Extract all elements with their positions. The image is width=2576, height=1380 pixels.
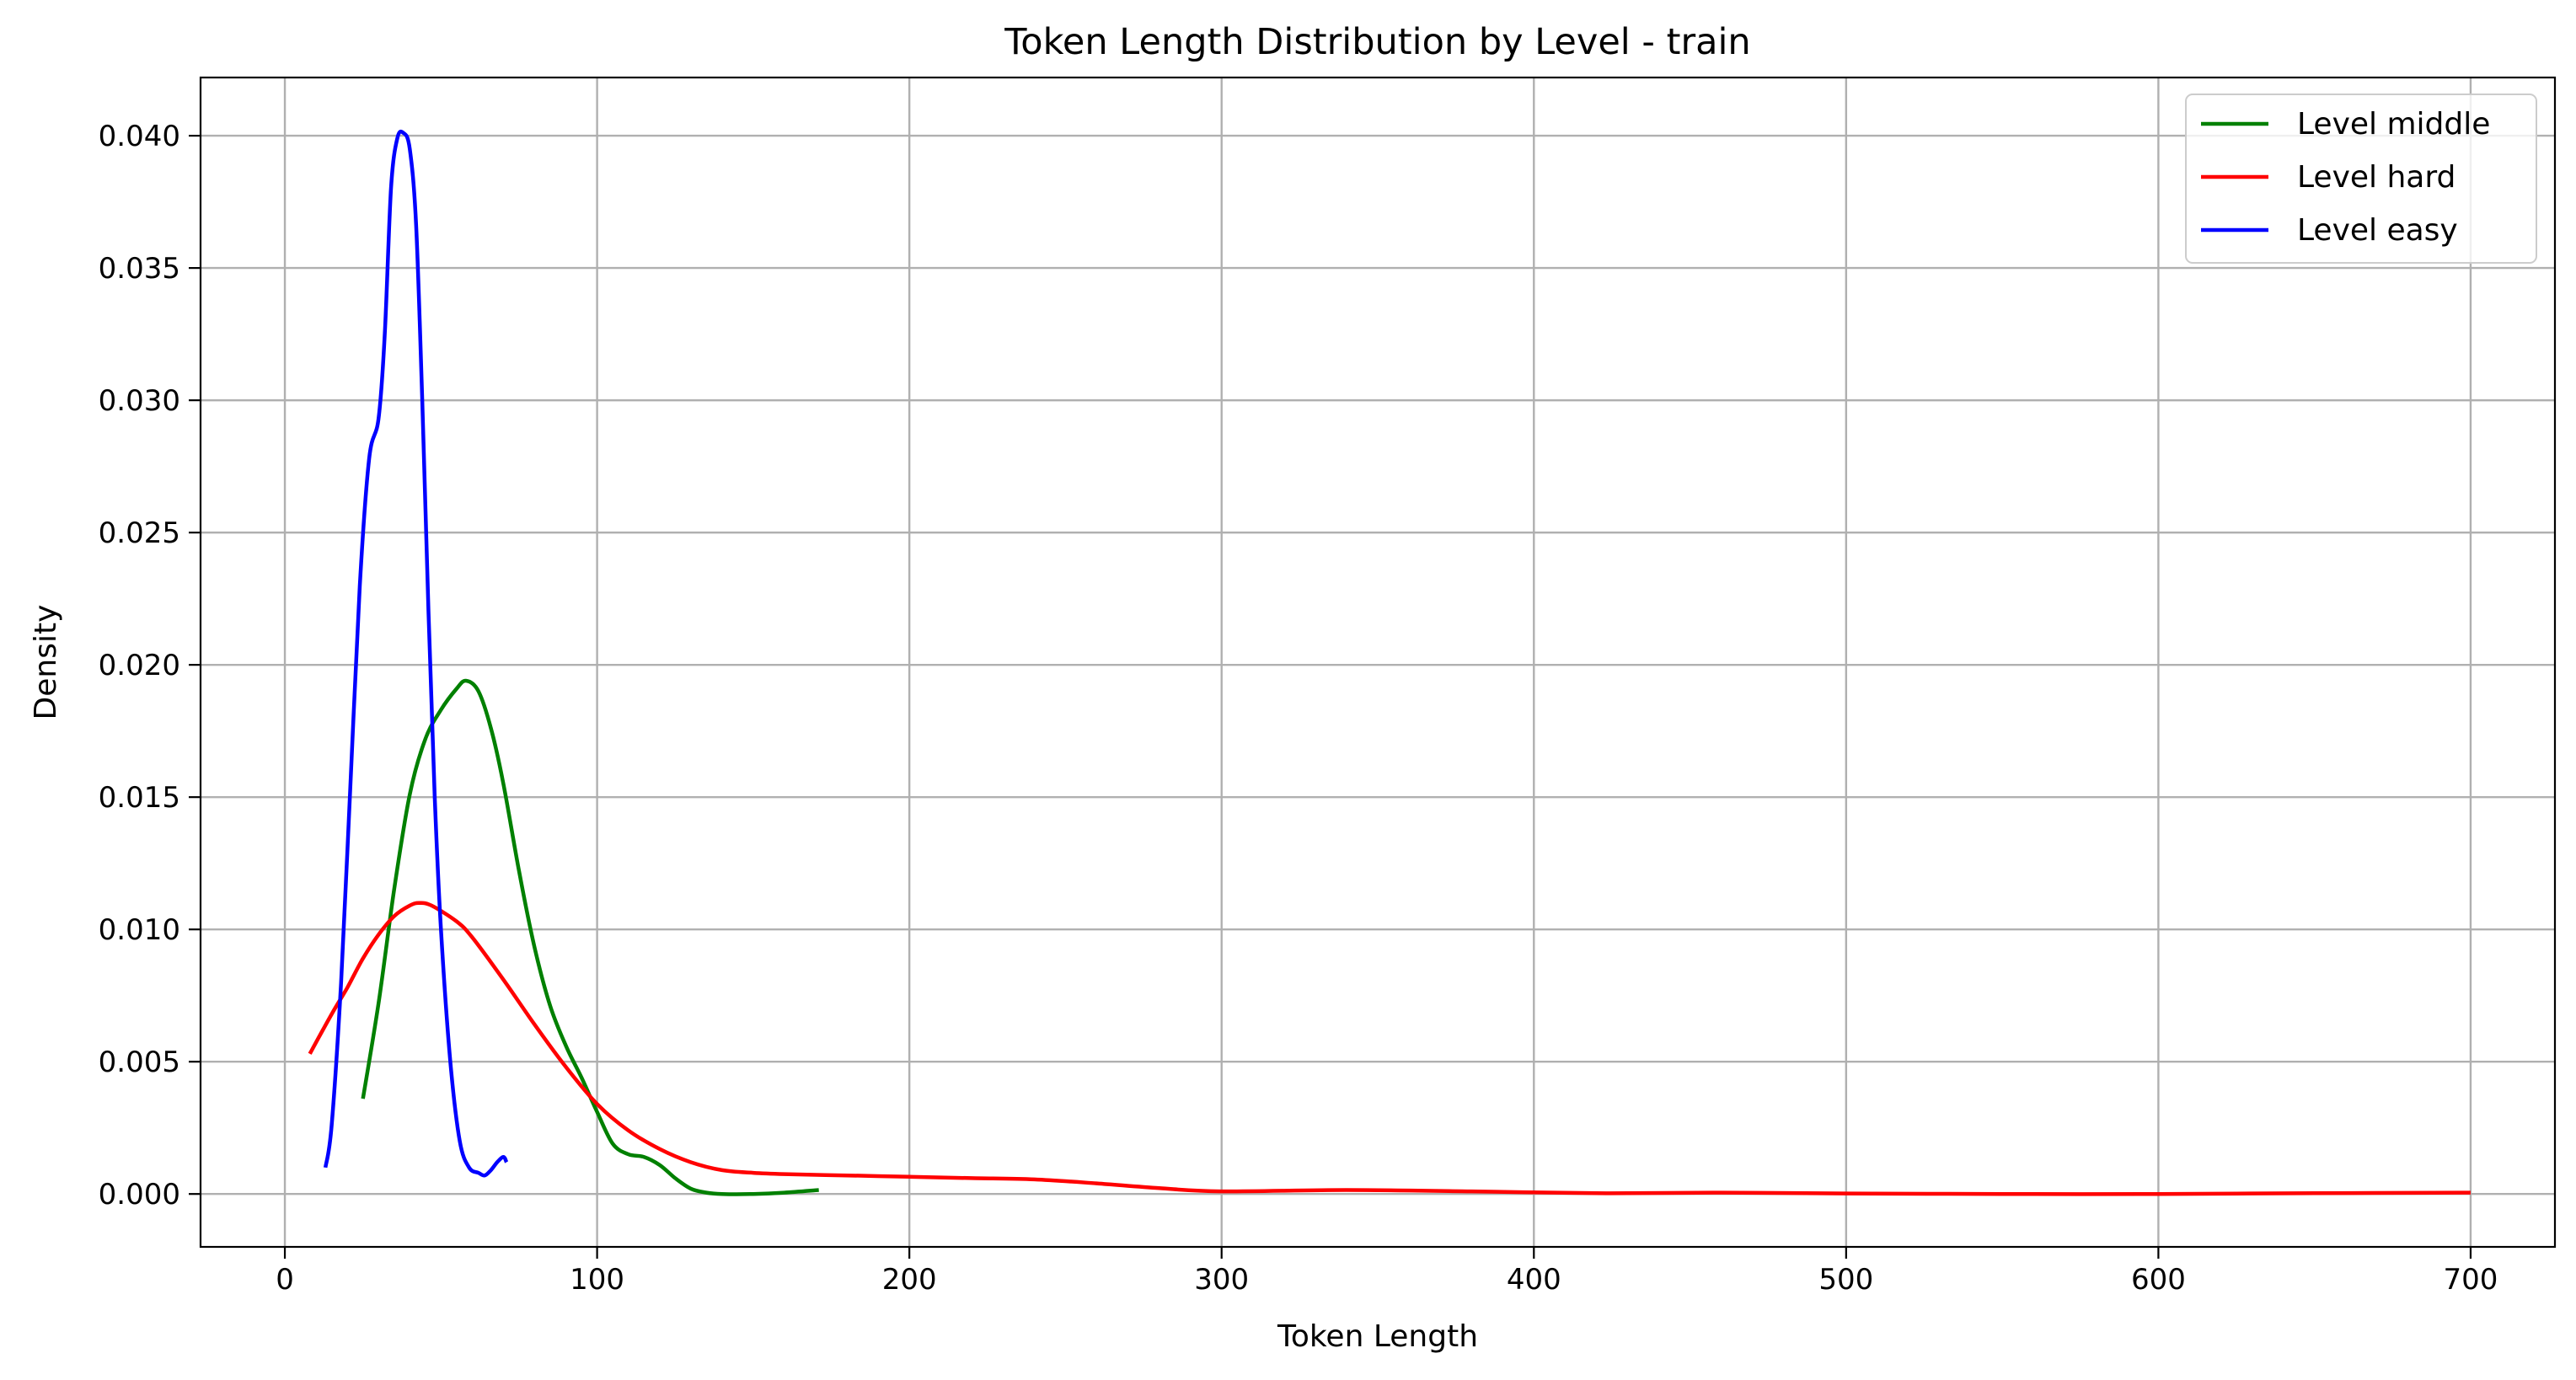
y-tick-label: 0.015 xyxy=(99,781,180,815)
series-line-level-easy xyxy=(323,129,509,1178)
y-tick-label: 0.005 xyxy=(99,1046,180,1079)
x-tick-label: 300 xyxy=(1194,1263,1249,1297)
plot-frame xyxy=(199,76,2557,1249)
legend-box xyxy=(2185,94,2537,264)
y-tick-label: 0.040 xyxy=(99,120,180,153)
legend: Level middle Level hard Level easy xyxy=(2185,94,2537,264)
x-tick-label: 200 xyxy=(882,1263,937,1297)
x-ticks: 0 100 200 300 400 500 600 700 xyxy=(276,1247,2498,1297)
legend-label-level-hard: Level hard xyxy=(2297,160,2456,195)
x-tick-label: 500 xyxy=(1818,1263,1873,1297)
series-line-level-middle xyxy=(361,678,819,1196)
legend-label-level-middle: Level middle xyxy=(2297,107,2490,142)
x-tick-label: 0 xyxy=(276,1263,294,1297)
chart-title: Token Length Distribution by Level - tra… xyxy=(1004,21,1750,63)
y-tick-label: 0.020 xyxy=(99,649,180,682)
x-axis-label: Token Length xyxy=(1277,1319,1478,1354)
legend-label-level-easy: Level easy xyxy=(2297,213,2458,248)
y-tick-label: 0.000 xyxy=(99,1178,180,1212)
y-tick-label: 0.010 xyxy=(99,913,180,947)
x-tick-label: 600 xyxy=(2131,1263,2186,1297)
x-tick-label: 700 xyxy=(2443,1263,2498,1297)
y-ticks: 0.000 0.005 0.010 0.015 0.020 0.025 0.030 0.035… xyxy=(99,120,201,1212)
y-tick-label: 0.025 xyxy=(99,516,180,550)
y-tick-label: 0.035 xyxy=(99,252,180,286)
y-tick-label: 0.030 xyxy=(99,384,180,418)
series-line-level-hard xyxy=(308,901,2471,1196)
y-axis-label: Density xyxy=(29,605,63,720)
grid xyxy=(201,78,2555,1247)
plot-area xyxy=(201,78,2555,1247)
x-tick-label: 100 xyxy=(570,1263,624,1297)
series-lines xyxy=(308,129,2471,1196)
x-tick-label: 400 xyxy=(1507,1263,1561,1297)
